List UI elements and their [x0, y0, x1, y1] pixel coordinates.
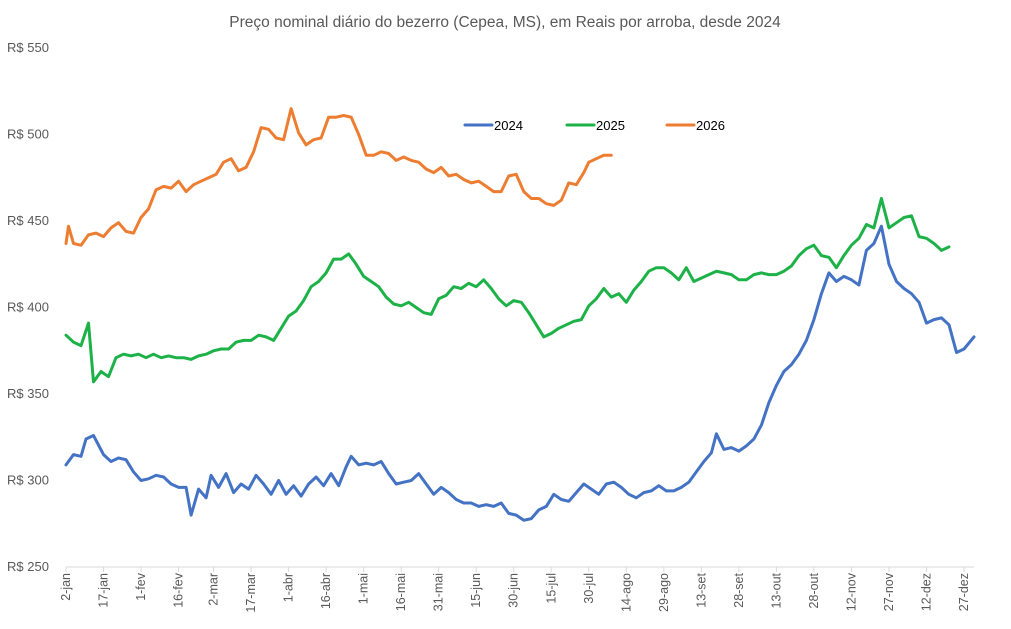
x-tick-label: 2-jan	[59, 573, 73, 601]
x-tick-label: 16-mai	[394, 573, 408, 611]
x-tick-label: 31-mai	[432, 573, 446, 611]
x-tick-label: 17-jan	[97, 573, 111, 608]
y-tick-label: R$ 550	[7, 40, 49, 55]
series-line-2025	[64, 197, 951, 384]
series-line-2026	[64, 107, 613, 247]
x-tick-label: 30-jul	[582, 573, 596, 604]
series-line-2024	[64, 224, 976, 522]
y-tick-label: R$ 400	[7, 300, 49, 315]
legend: 2024 2025 2026	[463, 118, 725, 133]
series-group	[64, 107, 976, 522]
x-tick-label: 16-abr	[319, 573, 333, 609]
x-tick-label: 16-fev	[172, 572, 186, 607]
y-tick-label: R$ 450	[7, 213, 49, 228]
x-tick-label: 28-set	[732, 572, 746, 607]
x-tick-label: 28-out	[807, 572, 821, 608]
y-tick-label: R$ 500	[7, 127, 49, 142]
x-tick-label: 1-fev	[134, 572, 148, 601]
y-axis: R$ 250 R$ 300 R$ 350 R$ 400 R$ 450 R$ 500 R$ 5…	[7, 40, 49, 574]
legend-label-2025: 2025	[596, 118, 625, 133]
x-tick-label: 17-mar	[244, 573, 258, 613]
x-tick-label: 14-ago	[619, 573, 633, 612]
y-tick-label: R$ 350	[7, 386, 49, 401]
x-tick-label: 30-jun	[507, 573, 521, 608]
legend-label-2026: 2026	[696, 118, 725, 133]
x-tick-label: 15-jun	[469, 573, 483, 608]
x-tick-label: 13-out	[769, 572, 783, 608]
x-axis: 2-jan 17-jan 1-fev 16-fev 2-mar 17-mar 1-abr 16…	[59, 567, 971, 613]
x-tick-label: 15-jul	[544, 573, 558, 604]
x-tick-label: 12-dez	[919, 573, 933, 611]
x-tick-label: 2-mar	[207, 573, 221, 606]
y-tick-label: R$ 250	[7, 559, 49, 574]
x-tick-label: 13-set	[694, 572, 708, 607]
x-tick-label: 1-abr	[282, 573, 296, 602]
legend-label-2024: 2024	[494, 118, 523, 133]
y-tick-label: R$ 300	[7, 473, 49, 488]
x-tick-label: 12-nov	[844, 572, 858, 611]
x-tick-label: 27-nov	[882, 572, 896, 611]
chart-title: Preço nominal diário do bezerro (Cepea, …	[229, 14, 781, 31]
x-tick-label: 29-ago	[657, 573, 671, 612]
x-tick-label: 27-dez	[957, 573, 971, 611]
x-tick-label: 1-mai	[357, 573, 371, 604]
